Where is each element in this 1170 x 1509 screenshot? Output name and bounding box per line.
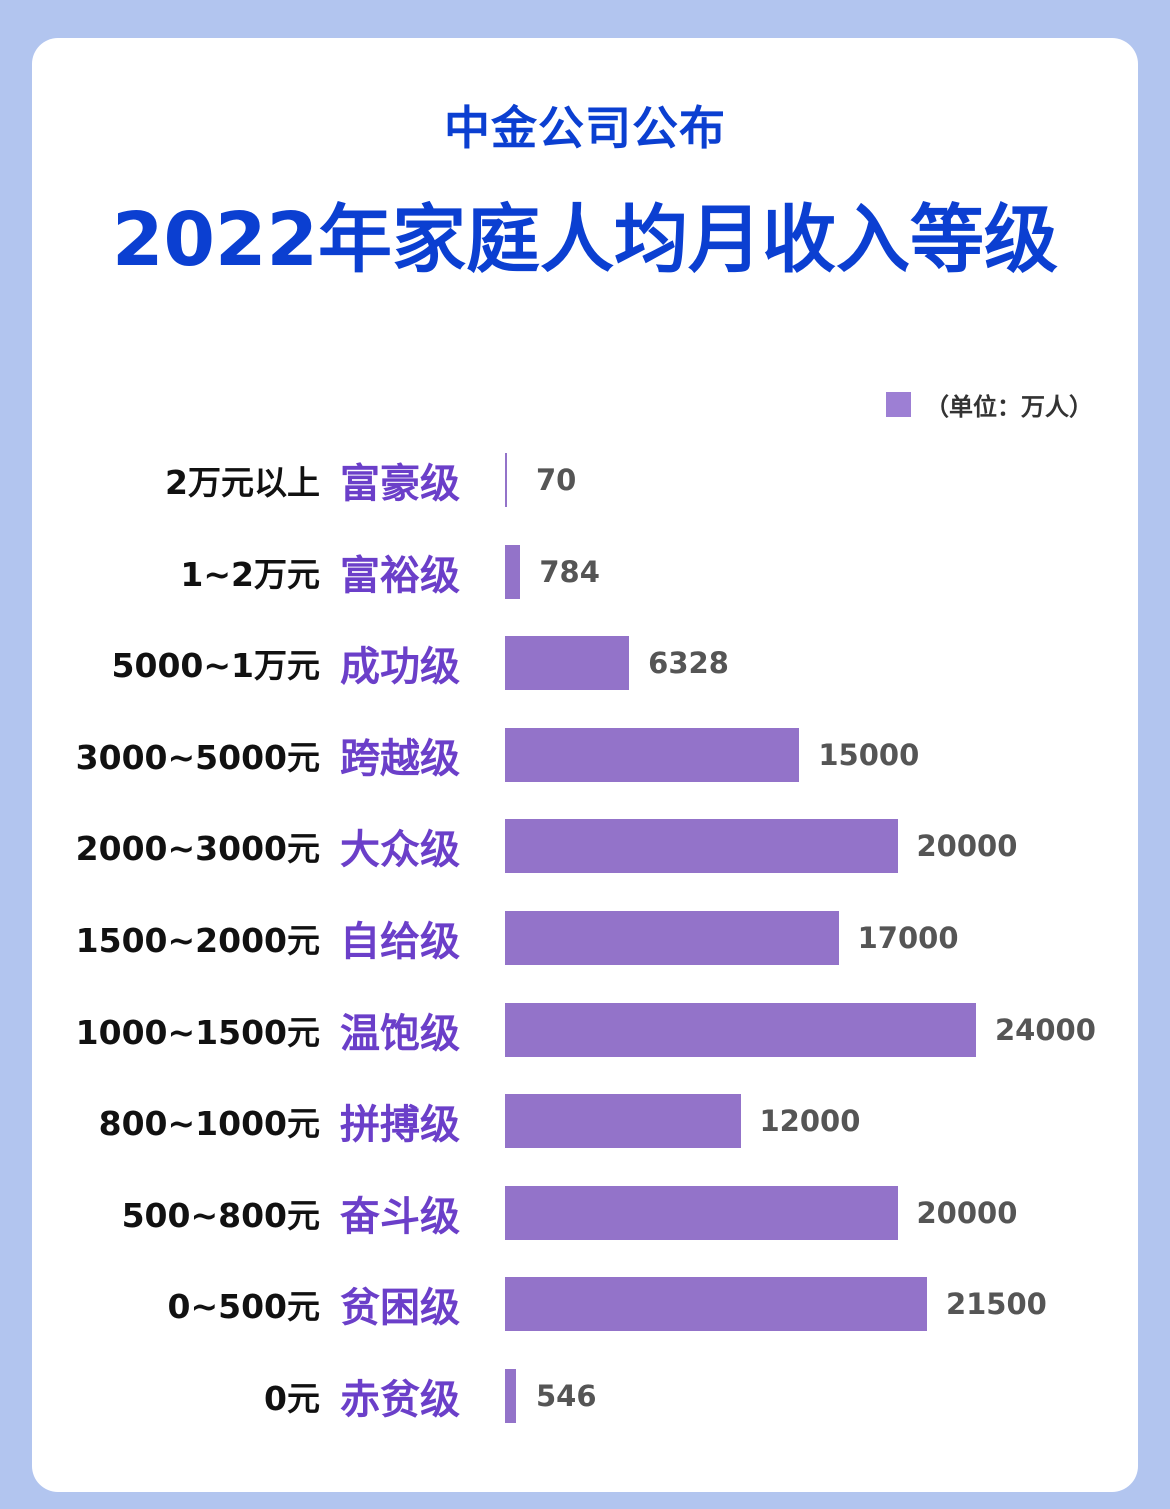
- bar: [505, 819, 898, 874]
- range-label: 1500~2000元: [75, 921, 320, 960]
- data-label: 784: [539, 554, 600, 589]
- data-label: 24000: [995, 1012, 1096, 1047]
- bar: [505, 1094, 741, 1149]
- category-label: 贫困级: [340, 1285, 460, 1332]
- range-label: 2万元以上: [165, 463, 320, 502]
- range-label: 5000~1万元: [111, 646, 320, 686]
- category-label: 富裕级: [340, 552, 460, 599]
- bar: [505, 1002, 976, 1057]
- bar: [505, 911, 839, 965]
- bar: [505, 1185, 898, 1240]
- category-label: 奋斗级: [340, 1193, 460, 1240]
- data-label: 6328: [648, 646, 729, 681]
- range-label: 800~1000元: [98, 1104, 320, 1144]
- subtitle: 中金公司公布: [444, 101, 726, 155]
- data-label: 21500: [945, 1287, 1047, 1322]
- page-title: 2022年家庭人均月收入等级: [112, 197, 1058, 283]
- bar: [505, 544, 521, 599]
- range-label: 1000~1500元: [75, 1012, 320, 1052]
- bar: [505, 727, 800, 782]
- category-label: 温饱级: [340, 1010, 460, 1057]
- bar: [505, 1277, 927, 1332]
- range-label: 3000~5000元: [75, 737, 320, 777]
- category-label: 自给级: [340, 919, 460, 965]
- bar: [505, 636, 630, 691]
- bar: [505, 1369, 516, 1423]
- data-label: 20000: [916, 1195, 1018, 1230]
- data-label: 12000: [759, 1104, 861, 1139]
- category-label: 赤贫级: [340, 1377, 460, 1423]
- legend: （单位：万人）: [886, 387, 1093, 422]
- category-label: 跨越级: [340, 735, 460, 782]
- data-label: 70: [536, 463, 577, 497]
- legend-swatch: [886, 392, 911, 417]
- range-label: 0~500元: [167, 1287, 321, 1327]
- category-label: 富豪级: [340, 461, 460, 507]
- range-label: 0元: [264, 1379, 320, 1418]
- data-label: 17000: [857, 921, 959, 955]
- range-label: 2000~3000元: [75, 829, 320, 869]
- data-label: 15000: [818, 737, 920, 772]
- range-label: 1~2万元: [180, 554, 320, 594]
- bar: [505, 453, 507, 507]
- data-label: 546: [536, 1379, 597, 1413]
- category-label: 大众级: [340, 827, 460, 874]
- legend-label: （单位：万人）: [925, 393, 1093, 421]
- category-label: 成功级: [340, 644, 460, 691]
- data-label: 20000: [916, 829, 1018, 864]
- range-label: 500~800元: [121, 1195, 320, 1235]
- category-label: 拼搏级: [340, 1102, 460, 1149]
